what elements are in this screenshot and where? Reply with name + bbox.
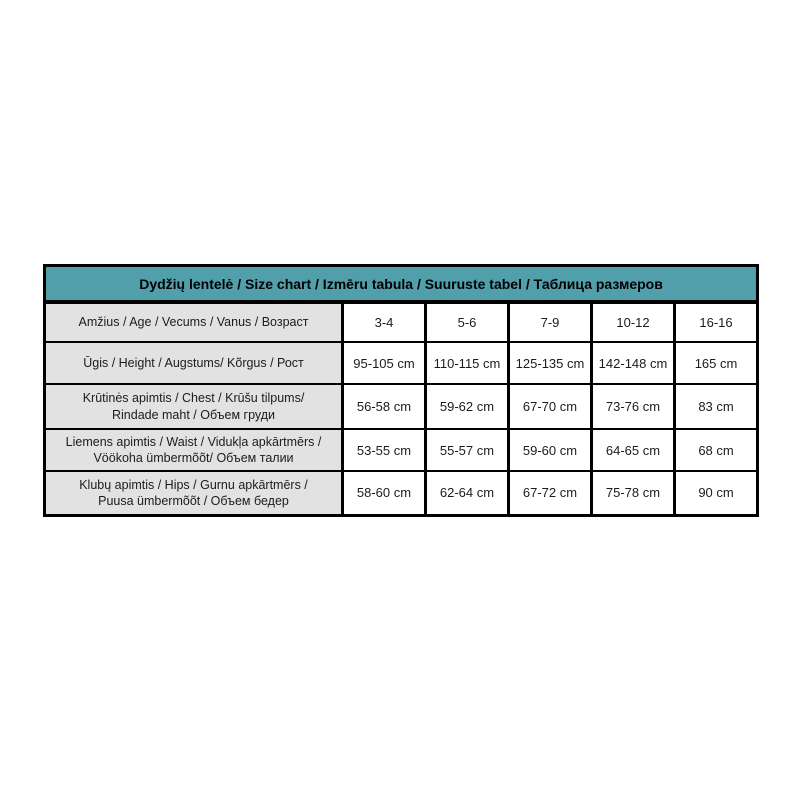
cell-hips-size5: 90 cm [672, 470, 760, 516]
cell-age-size2: 5-6 [424, 301, 510, 343]
cell-waist-size2: 55-57 cm [424, 428, 510, 472]
cell-waist-size5: 68 cm [672, 428, 760, 472]
cell-height-size3: 125-135 cm [507, 341, 593, 385]
cell-age-size1: 3-4 [341, 301, 427, 343]
cell-height-size5: 165 cm [672, 341, 760, 385]
cell-chest-size2: 59-62 cm [424, 383, 510, 430]
table-row-height: Ūgis / Height / Augstums/ Kõrgus / Рост … [43, 341, 760, 385]
row-label-height: Ūgis / Height / Augstums/ Kõrgus / Рост [43, 341, 344, 385]
table-row-age: Amžius / Age / Vecums / Vanus / Возраст … [43, 301, 760, 343]
cell-height-size2: 110-115 cm [424, 341, 510, 385]
cell-height-size4: 142-148 cm [590, 341, 676, 385]
table-row-chest: Krūtinės apimtis / Chest / Krūšu tilpums… [43, 383, 760, 430]
cell-chest-size5: 83 cm [672, 383, 760, 430]
cell-chest-size3: 67-70 cm [507, 383, 593, 430]
table-title-row: Dydžių lentelė / Size chart / Izmēru tab… [42, 264, 760, 304]
cell-waist-size3: 59-60 cm [507, 428, 593, 472]
cell-waist-size4: 64-65 cm [590, 428, 676, 472]
table-row-hips: Klubų apimtis / Hips / Gurnu apkārtmērs … [43, 470, 760, 516]
cell-age-size5: 16-16 [672, 301, 760, 343]
cell-hips-size1: 58-60 cm [341, 470, 427, 516]
cell-age-size3: 7-9 [507, 301, 593, 343]
row-label-waist: Liemens apimtis / Waist / Vidukļa apkārt… [43, 428, 344, 472]
size-chart-table: Dydžių lentelė / Size chart / Izmēru tab… [42, 264, 760, 517]
cell-hips-size2: 62-64 cm [424, 470, 510, 516]
cell-hips-size3: 67-72 cm [507, 470, 593, 516]
table-title: Dydžių lentelė / Size chart / Izmēru tab… [42, 264, 760, 304]
row-label-chest: Krūtinės apimtis / Chest / Krūšu tilpums… [43, 383, 344, 430]
cell-chest-size4: 73-76 cm [590, 383, 676, 430]
row-label-age: Amžius / Age / Vecums / Vanus / Возраст [43, 301, 344, 343]
row-label-hips: Klubų apimtis / Hips / Gurnu apkārtmērs … [43, 470, 344, 516]
cell-age-size4: 10-12 [590, 301, 676, 343]
cell-height-size1: 95-105 cm [341, 341, 427, 385]
table-row-waist: Liemens apimtis / Waist / Vidukļa apkārt… [43, 428, 760, 472]
cell-chest-size1: 56-58 cm [341, 383, 427, 430]
cell-hips-size4: 75-78 cm [590, 470, 676, 516]
cell-waist-size1: 53-55 cm [341, 428, 427, 472]
